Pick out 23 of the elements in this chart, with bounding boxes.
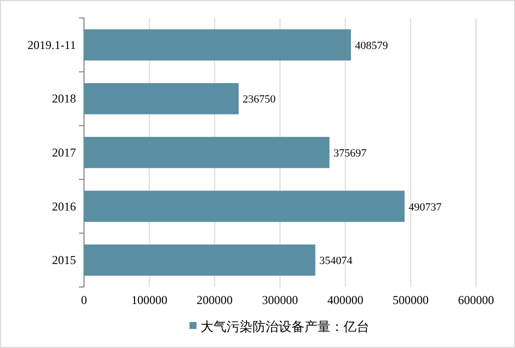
x-tick-label: 400000 [327, 293, 364, 307]
bar [84, 136, 330, 168]
y-tick-label: 2016 [52, 199, 76, 214]
x-tick-label: 500000 [392, 293, 429, 307]
data-label: 375697 [333, 148, 367, 160]
y-tick-label: 2015 [52, 253, 76, 268]
bar [84, 83, 239, 114]
y-tick-label: 2017 [52, 146, 76, 160]
data-label: 354074 [319, 255, 353, 268]
bar [84, 190, 405, 222]
x-tick-label: 200000 [196, 293, 233, 307]
data-label: 236750 [242, 94, 276, 106]
x-tick-label: 0 [81, 293, 87, 307]
x-tick-label: 300000 [262, 293, 298, 307]
data-label: 408579 [354, 40, 388, 52]
y-tick-label: 2019.1-11 [27, 38, 76, 52]
x-tick-label: 100000 [131, 293, 168, 307]
y-tick-label: 2018 [52, 92, 76, 106]
legend-label: 大气污染防治设备产量：亿台 [200, 320, 370, 335]
data-label: 490737 [408, 201, 442, 214]
bar [84, 244, 316, 276]
x-tick-label: 600000 [458, 293, 494, 307]
bar [84, 29, 351, 60]
